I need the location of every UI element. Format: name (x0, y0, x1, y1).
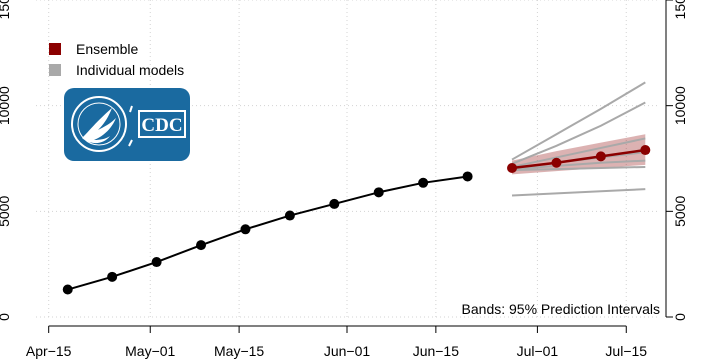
individual-model-line-0 (511, 81, 646, 161)
individual-model-line-6 (511, 188, 646, 197)
axes: Apr−15 May−01 May−15 Jun−01 Jun−15 Jul−01 Jul−… (0, 0, 688, 359)
ensemble-point-0 (507, 163, 518, 174)
observed-point-9 (462, 171, 473, 182)
x-tick-label-6: Jul−15 (605, 343, 647, 359)
observed-point-2 (151, 257, 162, 268)
observed-point-6 (329, 198, 340, 209)
cdc-logo: CDC (64, 88, 190, 161)
individual-model-line-1 (511, 101, 646, 165)
observed-point-7 (373, 187, 384, 198)
ensemble-point-3 (640, 145, 651, 156)
series-points (62, 145, 651, 295)
x-tick-label-2: May−15 (214, 343, 264, 359)
legend-label-individual-models: Individual models (76, 62, 184, 78)
individual-model-line-2 (511, 137, 646, 168)
individual-model-line-4 (511, 159, 646, 171)
legend-label-ensemble: Ensemble (76, 41, 138, 57)
y-tick-label-right-0: 0 (672, 313, 688, 321)
observed-line (67, 175, 468, 291)
legend-swatch-individual-models (49, 64, 61, 76)
individual-model-line-5 (511, 165, 646, 172)
y-tick-label-left-3: 15000 (0, 0, 12, 19)
eagle-icon (82, 108, 116, 144)
observed-point-0 (62, 284, 73, 295)
bands-annotation: Bands: 95% Prediction Intervals (462, 301, 660, 317)
y-tick-label-left-2: 10000 (0, 86, 12, 125)
ensemble-point-1 (551, 157, 562, 168)
y-tick-label-right-3: 15000 (672, 0, 688, 19)
observed-point-1 (107, 271, 118, 282)
legend: Ensemble Individual models (49, 41, 184, 78)
y-tick-label-left-1: 5000 (0, 196, 12, 227)
hhs-seal-icon (71, 96, 127, 152)
observed-point-5 (284, 210, 295, 221)
observed-point-4 (240, 224, 251, 235)
cdc-text: CDC (141, 115, 182, 136)
observed-point-8 (418, 177, 429, 188)
x-tick-label-4: Jun−15 (413, 343, 460, 359)
logo-arrow-icon (128, 105, 133, 147)
y-tick-label-right-1: 5000 (672, 196, 688, 227)
observed-point-3 (196, 240, 207, 251)
x-tick-label-0: Apr−15 (26, 343, 72, 359)
y-tick-label-right-2: 10000 (672, 86, 688, 125)
series-lines (67, 81, 646, 291)
ensemble-line (511, 148, 646, 170)
x-tick-label-5: Jul−01 (517, 343, 559, 359)
x-tick-label-1: May−01 (125, 343, 175, 359)
x-tick-label-3: Jun−01 (324, 343, 371, 359)
legend-swatch-ensemble (49, 43, 61, 55)
y-tick-label-left-0: 0 (0, 313, 12, 321)
ensemble-point-2 (595, 151, 606, 162)
